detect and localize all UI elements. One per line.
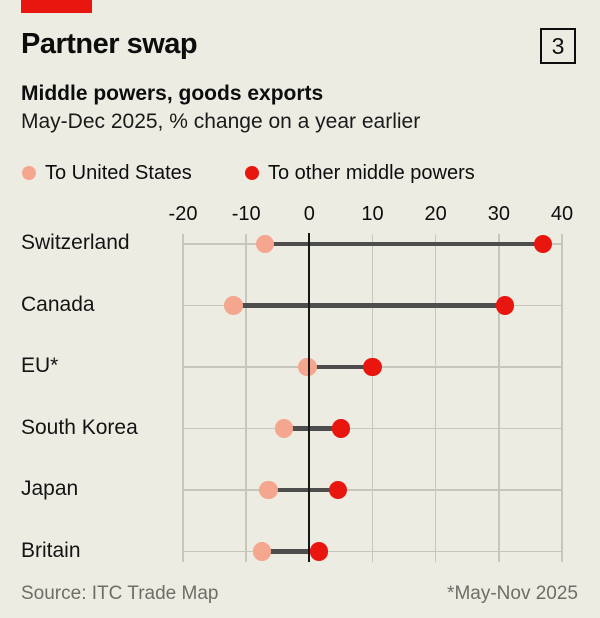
legend-item-middle-powers: To other middle powers xyxy=(245,162,475,184)
x-gridline xyxy=(434,234,437,562)
dot-to-united-states xyxy=(274,419,294,438)
source-note: Source: ITC Trade Map xyxy=(21,583,219,604)
x-gridline xyxy=(371,234,374,562)
dot-to-other-middle-powers xyxy=(309,542,329,561)
connector-line xyxy=(261,549,319,554)
dot-to-united-states xyxy=(224,296,243,315)
dot-to-other-middle-powers xyxy=(363,357,382,377)
row-gridline xyxy=(183,489,562,491)
chart-subtitle: May-Dec 2025, % change on a year earlier xyxy=(21,110,421,133)
category-label: Switzerland xyxy=(21,231,130,255)
dot-to-other-middle-powers xyxy=(495,296,515,315)
category-label: EU* xyxy=(21,354,59,378)
row-gridline xyxy=(183,427,562,430)
dot-to-other-middle-powers xyxy=(331,419,351,438)
x-gridline xyxy=(245,234,247,562)
legend-label-middle-powers: To other middle powers xyxy=(268,161,475,184)
row-gridline xyxy=(183,550,562,553)
x-tick-label: 30 xyxy=(487,203,510,225)
category-label: Britain xyxy=(21,538,81,562)
x-gridline xyxy=(498,234,500,562)
category-label: South Korea xyxy=(21,415,138,439)
dot-to-other-middle-powers xyxy=(533,234,553,254)
dot-to-other-middle-powers xyxy=(328,480,347,500)
brand-red-tag xyxy=(21,0,92,13)
dot-to-united-states xyxy=(259,480,278,500)
footnote: *May-Nov 2025 xyxy=(447,583,578,604)
x-tick-label: -20 xyxy=(168,203,198,225)
x-gridline xyxy=(182,234,184,562)
x-tick-label: 10 xyxy=(361,203,384,225)
legend-dot-middle-powers-icon xyxy=(245,166,259,180)
connector-line xyxy=(265,241,544,247)
page-title: Partner swap xyxy=(21,28,198,60)
connector-line xyxy=(307,364,373,370)
zero-axis-line xyxy=(308,233,311,562)
legend-label-us: To United States xyxy=(45,161,192,184)
legend-dot-us-icon xyxy=(22,166,36,180)
category-label: Japan xyxy=(21,477,79,501)
figure-number-badge: 3 xyxy=(540,28,576,64)
dot-to-united-states xyxy=(255,234,275,254)
x-tick-label: 20 xyxy=(424,203,447,225)
x-tick-label: 40 xyxy=(550,203,574,225)
x-tick-label: 0 xyxy=(303,203,315,225)
dot-to-united-states xyxy=(298,357,317,377)
connector-line xyxy=(284,426,341,431)
x-tick-label: -10 xyxy=(231,203,261,225)
figure-number: 3 xyxy=(551,32,565,59)
connector-line xyxy=(268,487,338,493)
legend-item-united-states: To United States xyxy=(22,162,192,184)
dot-to-united-states xyxy=(252,542,272,561)
x-gridline xyxy=(561,234,563,562)
connector-line xyxy=(233,303,506,308)
chart-subtitle-bold: Middle powers, goods exports xyxy=(21,82,324,105)
category-label: Canada xyxy=(21,292,95,316)
